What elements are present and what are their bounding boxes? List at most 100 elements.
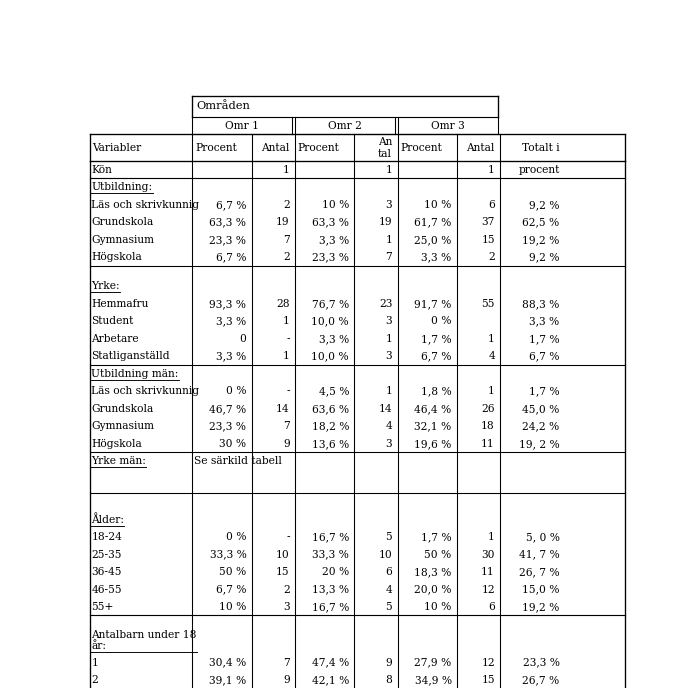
Text: 6,7 %: 6,7 %: [420, 351, 451, 361]
Text: 62,5 %: 62,5 %: [522, 217, 559, 227]
Text: Omr 3: Omr 3: [430, 120, 464, 131]
Text: 11: 11: [480, 438, 494, 449]
Text: Högskola: Högskola: [91, 438, 142, 449]
Text: 5: 5: [385, 602, 392, 612]
Text: 1,8 %: 1,8 %: [420, 386, 451, 396]
Text: 23,3 %: 23,3 %: [312, 252, 349, 262]
Text: 3: 3: [385, 200, 392, 210]
Text: -: -: [285, 532, 290, 542]
Text: 55+: 55+: [91, 602, 113, 612]
Text: 30 %: 30 %: [219, 438, 246, 449]
Text: Antal: Antal: [261, 142, 290, 153]
Text: Kön: Kön: [91, 164, 112, 175]
Text: 2: 2: [91, 675, 98, 685]
Text: 63,6 %: 63,6 %: [312, 404, 349, 413]
Text: Ålder:: Ålder:: [91, 514, 125, 525]
Text: Högskola: Högskola: [91, 252, 142, 262]
Text: 1: 1: [385, 386, 392, 396]
Text: 33,3 %: 33,3 %: [312, 549, 349, 559]
Text: 88,3 %: 88,3 %: [521, 299, 559, 309]
Text: 46,7 %: 46,7 %: [209, 404, 246, 413]
Text: 13,3 %: 13,3 %: [312, 584, 349, 594]
Text: Områden: Områden: [196, 101, 251, 111]
Text: 23,3 %: 23,3 %: [522, 658, 559, 667]
Text: Omr 2: Omr 2: [328, 120, 361, 131]
Text: 93,3 %: 93,3 %: [209, 299, 246, 309]
Text: Utbildning:: Utbildning:: [91, 182, 152, 192]
Text: 4: 4: [487, 351, 494, 361]
Text: 55: 55: [481, 299, 494, 309]
Text: 3: 3: [385, 351, 392, 361]
Text: 25,0 %: 25,0 %: [413, 235, 451, 245]
Text: procent: procent: [518, 164, 559, 175]
Text: Grundskola: Grundskola: [91, 217, 154, 227]
Text: 61,7 %: 61,7 %: [413, 217, 451, 227]
Text: 3,3 %: 3,3 %: [216, 351, 246, 361]
Text: Grundskola: Grundskola: [91, 404, 154, 413]
Text: 1: 1: [487, 164, 494, 175]
Text: 4,5 %: 4,5 %: [318, 386, 349, 396]
Text: 10 %: 10 %: [424, 200, 451, 210]
Text: 6: 6: [487, 602, 494, 612]
Text: 50 %: 50 %: [424, 549, 451, 559]
Text: 2: 2: [487, 252, 494, 262]
Text: 1: 1: [487, 334, 494, 344]
Text: 9: 9: [385, 658, 392, 667]
Text: 16,7 %: 16,7 %: [311, 532, 349, 542]
Text: 14: 14: [276, 404, 290, 413]
Text: Antal: Antal: [466, 142, 494, 153]
Text: 1: 1: [283, 351, 290, 361]
Text: 10,0 %: 10,0 %: [311, 316, 349, 326]
Text: 18: 18: [480, 421, 494, 431]
Text: 19,2 %: 19,2 %: [521, 602, 559, 612]
Text: 19,6 %: 19,6 %: [413, 438, 451, 449]
Text: Procent: Procent: [400, 142, 442, 153]
Text: 2: 2: [283, 584, 290, 594]
Text: Statliganställd: Statliganställd: [91, 351, 170, 361]
Text: 14: 14: [378, 404, 392, 413]
Text: 7: 7: [283, 235, 290, 245]
Text: 23,3 %: 23,3 %: [209, 421, 246, 431]
Text: Läs och skrivkunnig: Läs och skrivkunnig: [91, 386, 199, 396]
Text: 9,2 %: 9,2 %: [528, 200, 559, 210]
Text: 10: 10: [378, 549, 392, 559]
Text: 46-55: 46-55: [91, 584, 122, 594]
Text: 18,2 %: 18,2 %: [311, 421, 349, 431]
Text: Procent: Procent: [297, 142, 339, 153]
Text: 6,7 %: 6,7 %: [216, 584, 246, 594]
Text: 76,7 %: 76,7 %: [311, 299, 349, 309]
Text: 25-35: 25-35: [91, 549, 122, 559]
Text: Omr 1: Omr 1: [225, 120, 259, 131]
Text: 36-45: 36-45: [91, 567, 122, 577]
Text: 3,3 %: 3,3 %: [529, 316, 559, 326]
Text: Hemmafru: Hemmafru: [91, 299, 149, 309]
Text: Procent: Procent: [195, 142, 237, 153]
Text: 7: 7: [283, 658, 290, 667]
Text: 4: 4: [385, 421, 392, 431]
Text: 20 %: 20 %: [322, 567, 349, 577]
Text: 1: 1: [487, 532, 494, 542]
Text: 15: 15: [481, 235, 494, 245]
Text: 3: 3: [385, 438, 392, 449]
Text: 2: 2: [283, 200, 290, 210]
Text: 9,2 %: 9,2 %: [528, 252, 559, 262]
Text: 5: 5: [385, 532, 392, 542]
Text: 45,0 %: 45,0 %: [521, 404, 559, 413]
Text: 24,2 %: 24,2 %: [522, 421, 559, 431]
Text: 63,3 %: 63,3 %: [209, 217, 246, 227]
Text: 0 %: 0 %: [226, 386, 246, 396]
Text: 9: 9: [283, 675, 290, 685]
Text: 15: 15: [276, 567, 290, 577]
Text: 23: 23: [379, 299, 392, 309]
Text: 1,7 %: 1,7 %: [528, 334, 559, 344]
Text: 6,7 %: 6,7 %: [216, 252, 246, 262]
Text: 16,7 %: 16,7 %: [311, 602, 349, 612]
Text: 2: 2: [283, 252, 290, 262]
Text: 1: 1: [91, 658, 98, 667]
Text: Gymnasium: Gymnasium: [91, 235, 155, 245]
Text: 9: 9: [283, 438, 290, 449]
Text: 1: 1: [385, 334, 392, 344]
Text: 47,4 %: 47,4 %: [311, 658, 349, 667]
Text: 0 %: 0 %: [226, 532, 246, 542]
Text: 12: 12: [481, 584, 494, 594]
